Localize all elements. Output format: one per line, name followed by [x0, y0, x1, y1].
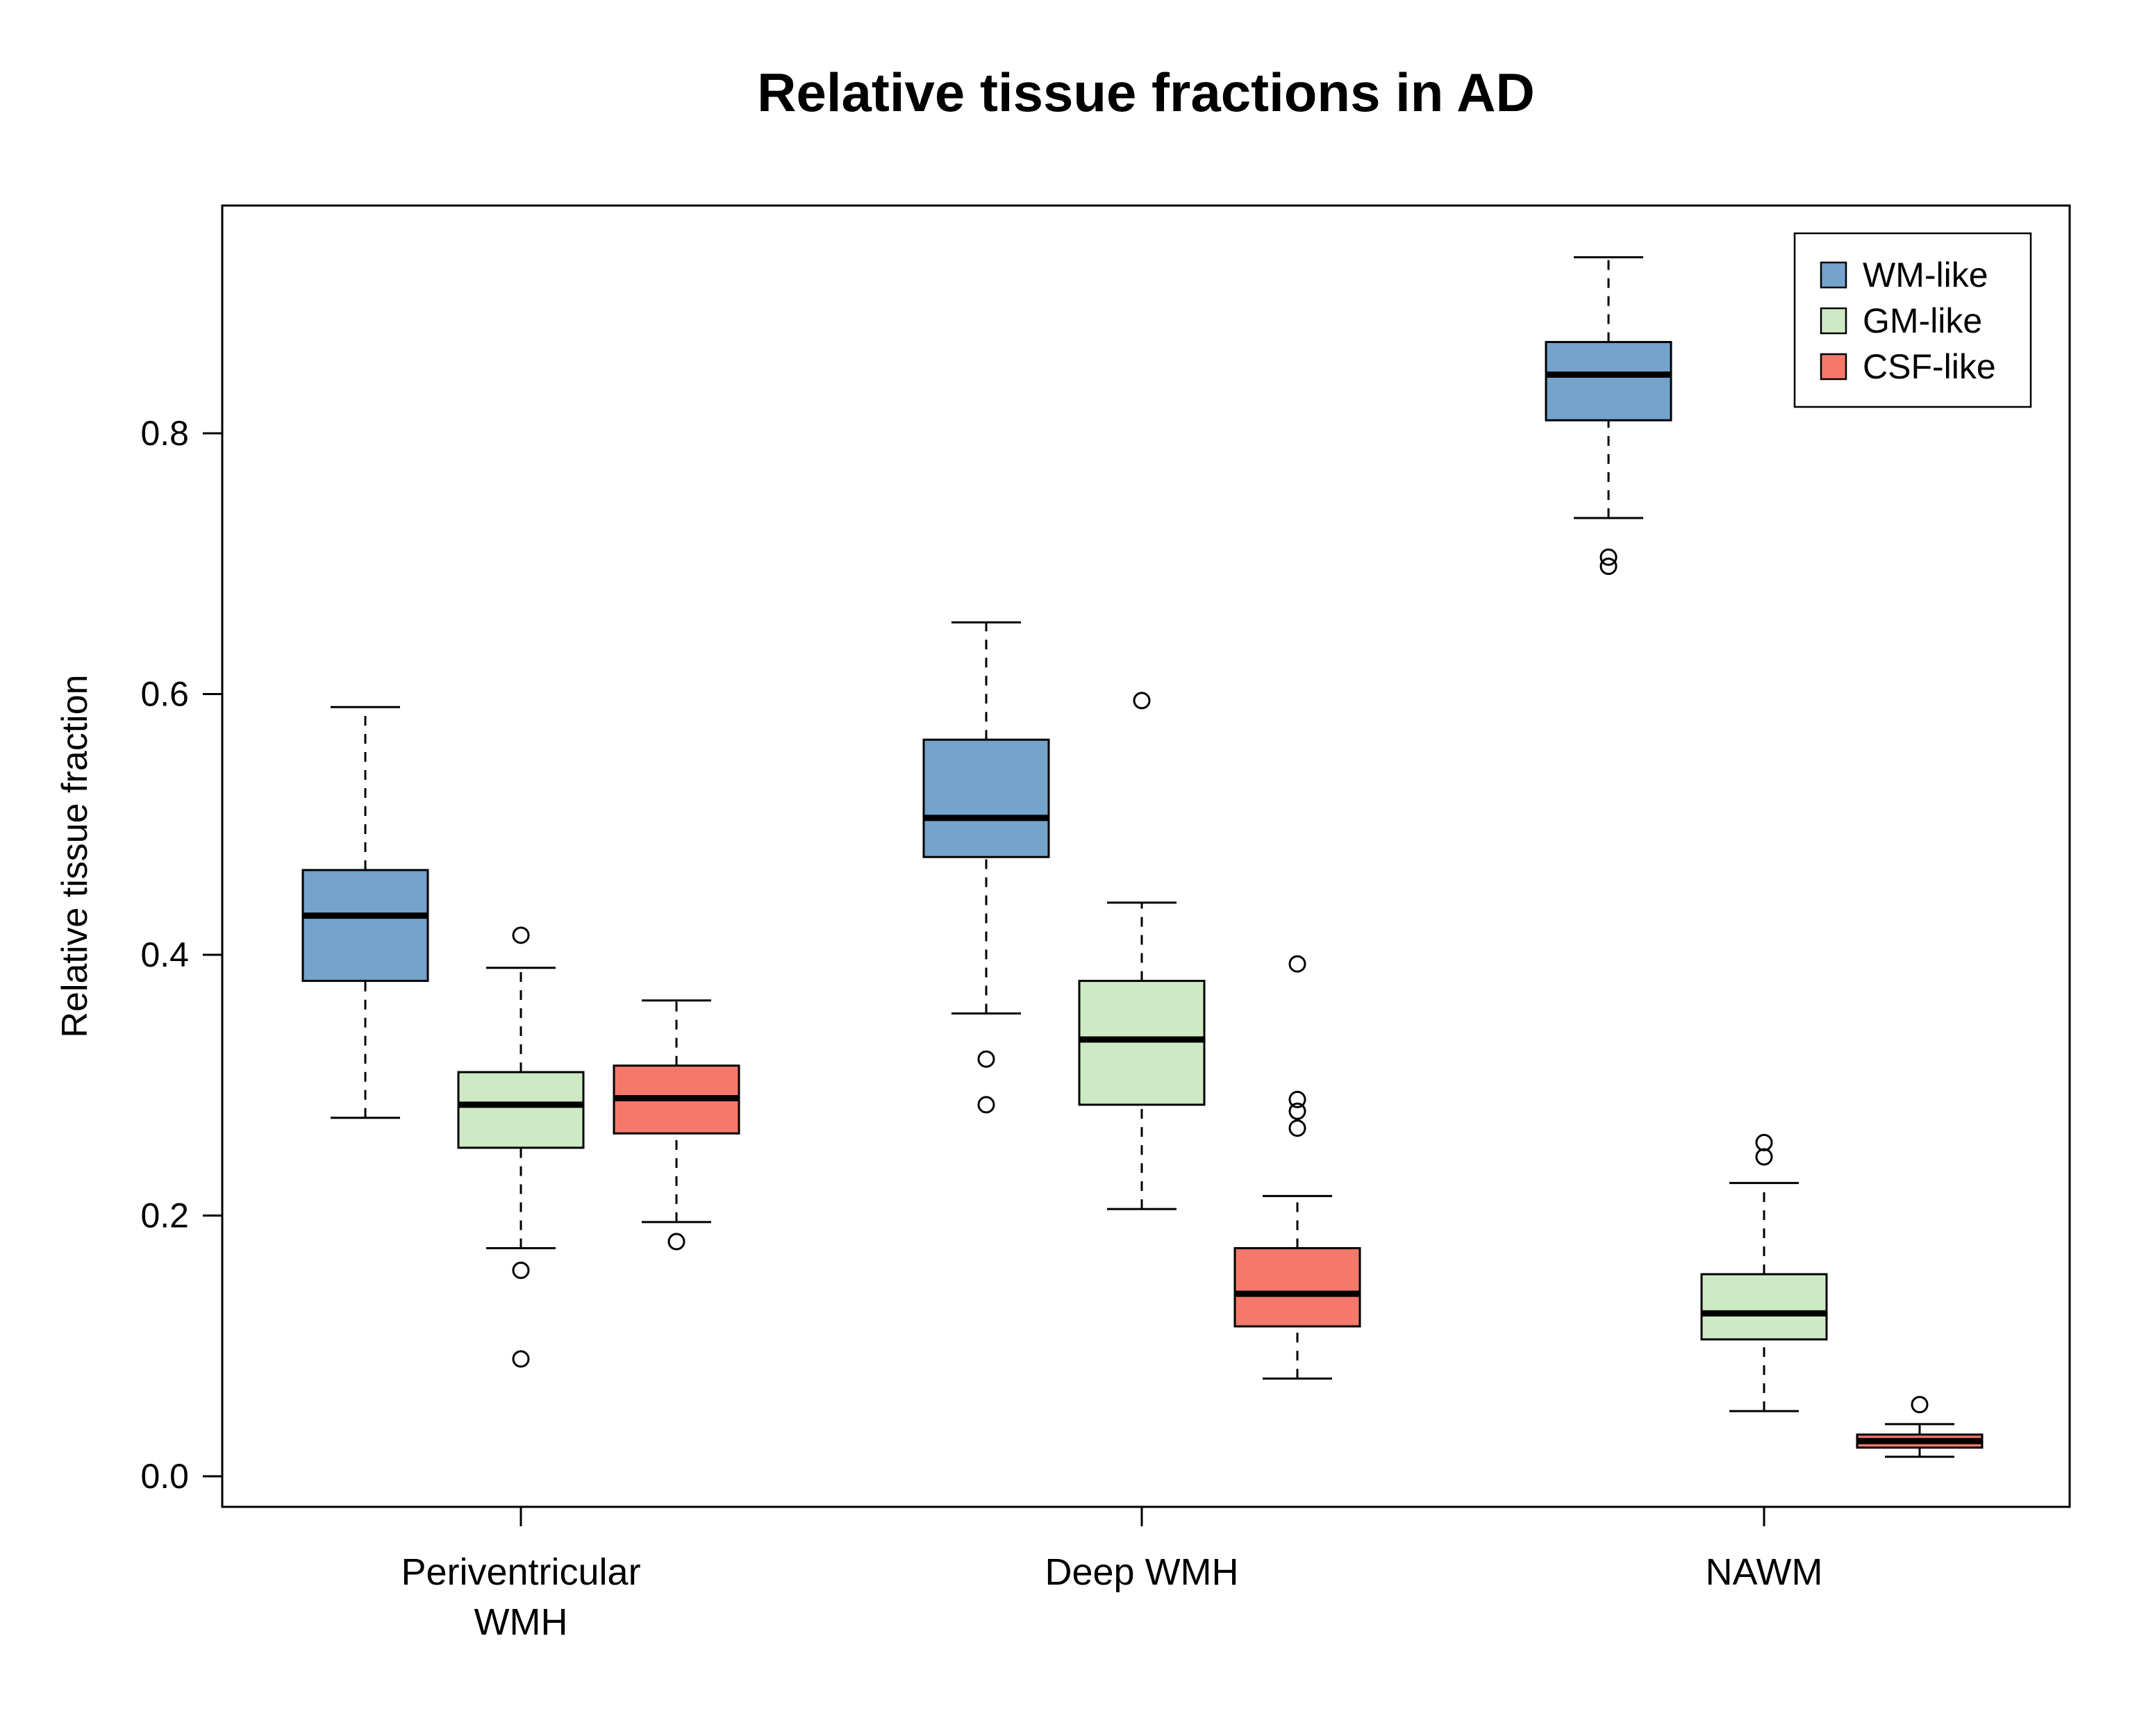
- iqr-box: [922, 738, 1050, 858]
- outlier-point: [1911, 1396, 1929, 1414]
- iqr-box: [457, 1071, 585, 1149]
- legend-swatch-WM-like: [1820, 261, 1847, 289]
- y-tick-label: 0.2: [140, 1196, 189, 1235]
- boxplot-CSF-like-group1: [1233, 955, 1361, 1380]
- outlier-point: [1288, 1119, 1306, 1137]
- plot-border: [221, 204, 2071, 1508]
- iqr-box: [1545, 341, 1672, 422]
- outlier-point: [512, 1350, 530, 1368]
- boxplot-WM-like-group2: [1545, 256, 1672, 576]
- legend-label-GM-like: GM-like: [1863, 301, 1982, 340]
- y-tick-label: 0.4: [140, 935, 189, 974]
- outlier-point: [667, 1233, 685, 1251]
- legend-swatch-CSF-like: [1820, 353, 1847, 381]
- outlier-point: [512, 926, 530, 944]
- legend-label-WM-like: WM-like: [1863, 256, 1988, 294]
- iqr-box: [301, 869, 429, 983]
- legend-label-CSF-like: CSF-like: [1863, 347, 1996, 386]
- outlier-point: [1599, 548, 1618, 566]
- outlier-point: [977, 1096, 995, 1114]
- boxplot-CSF-like-group2: [1856, 1396, 1984, 1458]
- boxplot-GM-like-group0: [457, 926, 585, 1368]
- outlier-point: [977, 1050, 995, 1068]
- outlier-point: [512, 1261, 530, 1279]
- chart-title: Relative tissue fractions in AD: [757, 62, 1535, 123]
- boxplot-GM-like-group1: [1078, 692, 1206, 1210]
- boxplot-WM-like-group0: [301, 706, 429, 1119]
- outlier-point: [1133, 692, 1151, 710]
- outlier-point: [1288, 1102, 1306, 1120]
- legend: WM-like GM-like CSF-like: [1793, 232, 2032, 408]
- iqr-box: [1233, 1246, 1361, 1328]
- outlier-point: [1755, 1148, 1773, 1166]
- boxplot-GM-like-group2: [1700, 1133, 1828, 1412]
- iqr-box: [1700, 1273, 1828, 1341]
- x-category-label: WMH: [474, 1601, 568, 1643]
- legend-swatch-GM-like: [1820, 307, 1847, 335]
- iqr-box: [1078, 980, 1206, 1106]
- x-category-label: NAWM: [1706, 1551, 1823, 1593]
- outlier-point: [1755, 1133, 1773, 1151]
- x-category-label: Periventricular: [401, 1551, 640, 1593]
- x-category-label: Deep WMH: [1045, 1551, 1238, 1593]
- y-tick-label: 0.6: [140, 675, 189, 714]
- boxplot-WM-like-group1: [922, 621, 1050, 1114]
- outlier-point: [1599, 558, 1618, 576]
- y-tick-label: 0.8: [140, 414, 189, 453]
- y-tick-label: 0.0: [140, 1457, 189, 1496]
- outlier-point: [1288, 1090, 1306, 1108]
- outlier-point: [1288, 955, 1306, 973]
- boxplot-CSF-like-group0: [613, 999, 740, 1251]
